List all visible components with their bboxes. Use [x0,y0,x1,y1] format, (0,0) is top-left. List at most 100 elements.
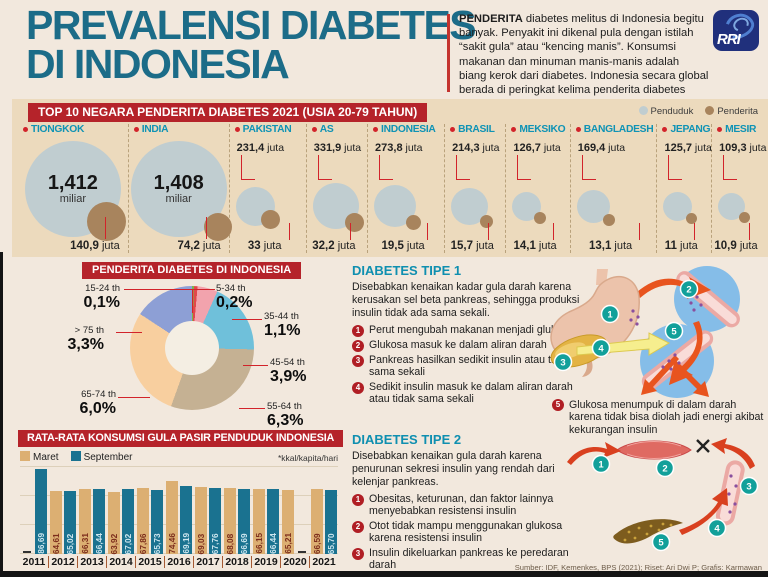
country-name-label: JEPANG [670,124,711,135]
country-body: 231,4 juta 33 juta [230,140,306,253]
connector-line [116,332,142,333]
bar-group: 74,46 69,19 [165,466,194,554]
bar-value-label: 65,73 [152,533,163,554]
population-circle [374,185,422,230]
patients-value: 19,5 juta [381,240,425,252]
bar-value-label: 69,03 [195,533,206,554]
connector-line [239,408,265,409]
connector-line [748,223,750,240]
country-name-label: INDIA [141,124,169,135]
country-column: BANGLADESH 169,4 juta 13,1 juta [571,124,658,253]
bar-value-label: 74,46 [166,533,177,554]
bar-value-label: 66,44 [94,533,105,554]
photo-edge-bottom [0,571,768,577]
bar-september: 66,44 [266,489,279,554]
red-bullet-icon [234,127,240,132]
patients-value: 14,1 juta [513,240,557,252]
top10-panel: TOP 10 NEGARA PENDERITA DIABETES 2021 (U… [12,99,768,257]
patients-value: 15,7 juta [450,240,494,252]
age-range-label: 45-54 th [270,357,305,368]
patients-circle [739,211,751,223]
header-divider [447,14,450,92]
numbered-list-item: 4 Sedikit insulin masuk ke dalam aliran d… [352,381,590,406]
svg-text:2: 2 [686,284,691,295]
penderita-dot-icon [705,106,715,115]
step-badge: 2 [352,339,364,352]
year-axis: 2011 2012 2013 2014 2015 2016 2017 2018 2019 2020… [20,556,338,568]
country-name-label: AS [319,124,334,135]
tipe2-illustration: 1 2 3 4 5 [567,438,759,552]
country-name: JEPANG [657,124,711,135]
population-circle: 1,412 miliar [24,141,126,241]
population-value: 231,4 juta [236,142,285,154]
svg-text:3: 3 [746,481,751,492]
bar-september: 65,02 [64,490,77,554]
bar-group: 69,03 67,76 [193,466,222,554]
patients-circle [406,215,422,230]
bar-value-label: 65,21 [282,533,293,554]
donut-panel: PENDERITA DIABETES DI INDONESIA 15-24 th… [12,262,344,428]
patients-value: 74,2 juta [177,240,221,252]
red-bullet-icon [23,127,28,132]
percentage-value: 3,9% [270,367,307,385]
connector-line [427,223,429,240]
source-credit: Sumber: IDF, Kemenkes, BPS (2021); Riset… [514,563,762,572]
red-bullet-icon [511,127,517,132]
connector-line [232,319,262,320]
percentage-value: 6,3% [267,411,304,429]
svg-text:1: 1 [607,309,613,320]
connector-line [118,397,150,398]
country-body: 331,9 juta 32,2 juta [307,140,367,253]
red-bullet-icon [311,127,317,132]
population-circle [576,189,615,226]
country-column: JEPANG 125,7 juta 11 juta [657,124,713,253]
year-label: 2011 [22,556,46,568]
year-label: 2018 [222,556,251,568]
connector-line [694,223,696,240]
step-badge: 4 [352,381,364,394]
top10-countries: TIONGKOK 1,412 miliar 140,9 juta INDIA 1,408 m… [18,124,766,253]
country-column: TIONGKOK 1,412 miliar 140,9 juta [18,124,129,253]
illustration-step-markers: 1 2 3 4 5 [553,279,699,372]
connector-line [639,223,641,240]
duodenum-icon [582,359,593,377]
connector-line [350,223,352,240]
pancreas-icon [613,519,683,544]
age-range-label: 5-34 th [216,283,246,294]
country-body: 1,408 miliar 74,2 juta [129,140,232,253]
title-line-2: DI INDONESIA [26,40,290,87]
age-range-label: > 75 th [74,325,104,336]
bar-group: 66,31 66,44 [78,466,107,554]
bar-september: 65,70 [324,489,337,554]
country-name: INDONESIA [368,124,444,135]
pancreas-texture-icon [623,522,673,542]
country-name-label: INDONESIA [381,124,436,135]
svg-text:5: 5 [671,326,677,337]
connector-line [581,155,596,180]
age-range-label: 15-24 th [85,283,120,294]
country-body: 273,8 juta 19,5 juta [368,140,444,253]
country-column: MEKSIKO 126,7 juta 14,1 juta [506,124,571,253]
country-name: MESIR [712,124,766,135]
bar-value-label: 68,08 [224,533,235,554]
bar-group: 86,69 [20,466,49,554]
connector-line [517,155,532,180]
bar-value-label: 63,92 [109,533,120,554]
glucose-dots-icon [629,294,703,371]
donut-banner: PENDERITA DIABETES DI INDONESIA [82,262,302,279]
diabetes-tipe1-section: DIABETES TIPE 1 Disebabkan kenaikan kada… [352,263,764,436]
year-label: 2019 [251,556,280,568]
country-body: 126,7 juta 14,1 juta [506,140,569,253]
numbered-list-item: 1 Obesitas, keturunan, dan faktor lainnya… [352,493,590,518]
country-body: 214,3 juta 15,7 juta [445,140,505,253]
country-column: BRASIL 214,3 juta 15,7 juta [445,124,507,253]
country-name-label: BRASIL [458,124,495,135]
svg-text:4: 4 [598,343,604,354]
population-circle [718,192,751,223]
country-name: MEKSIKO [506,124,569,135]
population-value: 109,3 juta [719,142,767,154]
population-value: 1,408 [153,172,204,194]
numbered-list-item: 3 Insulin dikeluarkan pankreas ke peredar… [352,547,590,572]
red-bullet-icon [450,127,456,132]
